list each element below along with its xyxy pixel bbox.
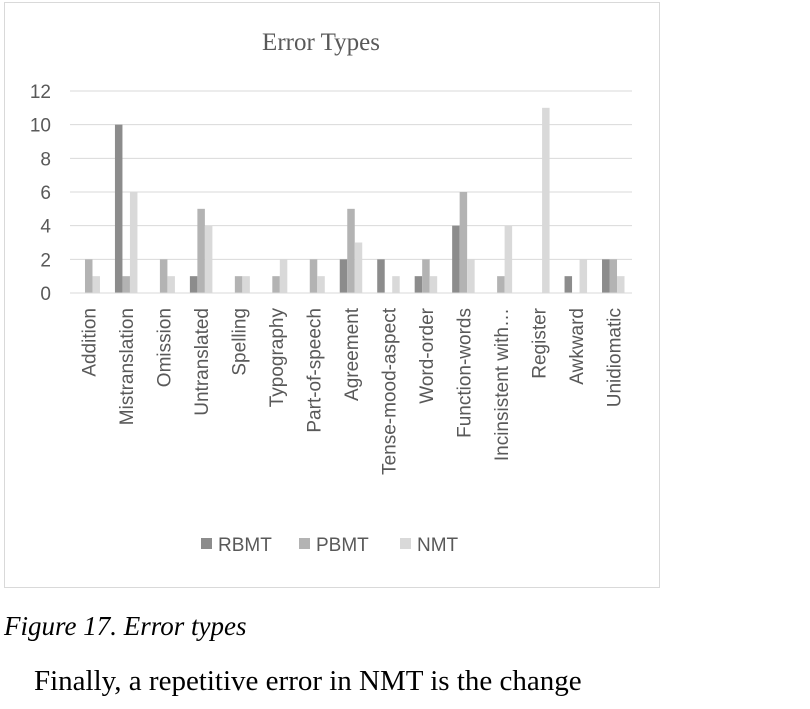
legend: RBMT PBMT NMT: [201, 535, 459, 556]
bars: [84, 107, 625, 294]
y-tick-label: 12: [30, 82, 51, 103]
y-axis-ticks: 0 2 4 6 8 10 12: [30, 82, 52, 305]
x-axis-labels: Addition Mistranslation Omission Untranslat…: [80, 307, 626, 475]
bar-pbmt-spelling: [234, 276, 243, 293]
bar-pbmt-part-of-speech: [309, 259, 318, 293]
legend-swatch-rbmt: [201, 538, 212, 549]
bar-pbmt-incinsistent-with-: [497, 276, 505, 293]
x-tick-label: Unidiomatic: [604, 308, 625, 407]
chart-title: Error Types: [262, 29, 380, 56]
y-tick-label: 8: [40, 149, 51, 170]
x-tick-label: Typography: [267, 308, 288, 408]
x-tick-label: Function-words: [454, 308, 475, 438]
x-tick-label: Word-order: [417, 307, 438, 403]
error-types-chart: Error Types 0 2 4 6 8 10 12 Addition Mistransla…: [30, 29, 632, 556]
legend-label-nmt: NMT: [417, 535, 459, 556]
bar-nmt-addition: [92, 276, 100, 293]
x-tick-label: Incinsistent with…: [492, 308, 513, 461]
bar-nmt-tense-mood-aspect: [392, 276, 400, 293]
bar-nmt-register: [542, 107, 550, 293]
legend-swatch-pbmt: [299, 538, 310, 549]
bar-nmt-part-of-speech: [317, 276, 325, 293]
bar-pbmt-function-words: [459, 192, 468, 293]
bar-nmt-omission: [167, 276, 175, 293]
y-tick-label: 10: [30, 116, 51, 137]
x-tick-label: Addition: [80, 308, 101, 377]
x-tick-label: Awkward: [567, 308, 588, 385]
bar-rbmt-word-order: [414, 276, 423, 293]
body-paragraph: Finally, a repetitive error in NMT is th…: [4, 664, 582, 698]
bar-pbmt-unidiomatic: [609, 259, 618, 293]
x-tick-label: Untranslated: [192, 308, 213, 416]
bar-rbmt-agreement: [339, 259, 348, 293]
bar-nmt-agreement: [354, 242, 363, 293]
bar-nmt-unidiomatic: [617, 276, 625, 293]
chart-frame: Error Types 0 2 4 6 8 10 12 Addition Mistransla…: [4, 2, 660, 588]
x-tick-label: Spelling: [230, 308, 251, 376]
y-tick-label: 4: [40, 217, 51, 238]
x-tick-label: Part-of-speech: [305, 308, 326, 433]
figure-caption: Figure 17. Error types: [4, 611, 247, 641]
bar-pbmt-untranslated: [197, 208, 205, 293]
legend-label-rbmt: RBMT: [218, 535, 272, 556]
bar-rbmt-unidiomatic: [602, 259, 610, 293]
x-tick-label: Tense-mood-aspect: [379, 307, 400, 475]
x-tick-label: Register: [529, 307, 550, 378]
bar-rbmt-awkward: [564, 276, 573, 293]
legend-label-pbmt: PBMT: [316, 535, 369, 556]
bar-pbmt-mistranslation: [122, 276, 130, 293]
bar-nmt-incinsistent-with-: [504, 225, 513, 293]
bar-nmt-spelling: [242, 276, 250, 293]
body-text-line: Finally, a repetitive error in NMT is th…: [34, 665, 582, 697]
bar-nmt-awkward: [579, 259, 588, 293]
bar-rbmt-tense-mood-aspect: [377, 259, 385, 293]
bar-rbmt-untranslated: [189, 276, 198, 293]
y-tick-label: 6: [40, 183, 51, 204]
bar-pbmt-typography: [272, 276, 280, 293]
bar-nmt-word-order: [429, 276, 438, 293]
bar-pbmt-word-order: [422, 259, 430, 293]
bar-nmt-typography: [279, 259, 288, 293]
bar-nmt-function-words: [467, 259, 475, 293]
x-tick-label: Agreement: [342, 307, 363, 401]
bar-pbmt-omission: [159, 259, 168, 293]
bar-pbmt-addition: [84, 259, 93, 293]
bar-rbmt-function-words: [452, 225, 460, 293]
y-tick-label: 2: [40, 250, 51, 271]
bar-pbmt-agreement: [347, 208, 355, 293]
y-tick-label: 0: [40, 284, 51, 305]
grid-lines: [70, 90, 632, 260]
x-tick-label: Omission: [155, 308, 176, 387]
legend-swatch-nmt: [400, 538, 411, 549]
bar-rbmt-mistranslation: [114, 124, 123, 294]
x-tick-label: Mistranslation: [117, 308, 138, 425]
bar-nmt-untranslated: [204, 225, 213, 293]
bar-nmt-mistranslation: [129, 192, 138, 293]
